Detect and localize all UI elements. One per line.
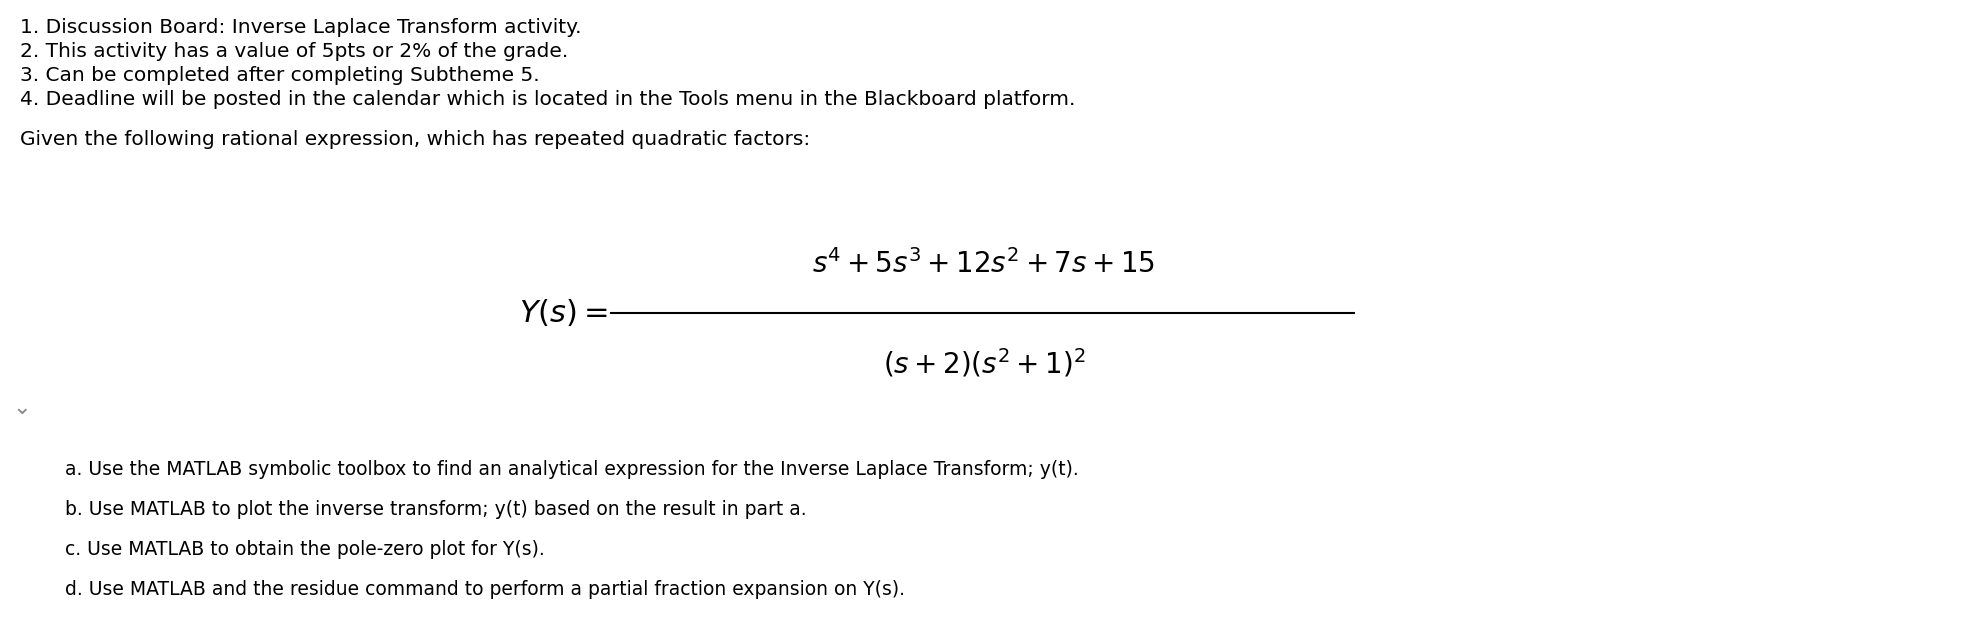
Text: $Y(s) =$: $Y(s) =$: [520, 297, 608, 329]
Text: 1. Discussion Board: Inverse Laplace Transform activity.: 1. Discussion Board: Inverse Laplace Tra…: [20, 18, 581, 37]
Text: 3. Can be completed after completing Subtheme 5.: 3. Can be completed after completing Sub…: [20, 66, 539, 85]
Text: $(s + 2)(s^2 + 1)^2$: $(s + 2)(s^2 + 1)^2$: [882, 347, 1086, 380]
Text: ⌄: ⌄: [12, 398, 31, 418]
Text: b. Use MATLAB to plot the inverse transform; y(t) based on the result in part a.: b. Use MATLAB to plot the inverse transf…: [65, 500, 807, 519]
Text: 4. Deadline will be posted in the calendar which is located in the Tools menu in: 4. Deadline will be posted in the calend…: [20, 90, 1075, 109]
Text: Given the following rational expression, which has repeated quadratic factors:: Given the following rational expression,…: [20, 130, 811, 149]
Text: $s^4 + 5s^3 + 12s^2 + 7s + 15$: $s^4 + 5s^3 + 12s^2 + 7s + 15$: [813, 249, 1155, 279]
Text: a. Use the MATLAB symbolic toolbox to find an analytical expression for the Inve: a. Use the MATLAB symbolic toolbox to fi…: [65, 460, 1078, 479]
Text: c. Use MATLAB to obtain the pole-zero plot for Y(s).: c. Use MATLAB to obtain the pole-zero pl…: [65, 540, 545, 559]
Text: 2. This activity has a value of 5pts or 2% of the grade.: 2. This activity has a value of 5pts or …: [20, 42, 569, 61]
Text: d. Use MATLAB and the residue command to perform a partial fraction expansion on: d. Use MATLAB and the residue command to…: [65, 580, 905, 599]
